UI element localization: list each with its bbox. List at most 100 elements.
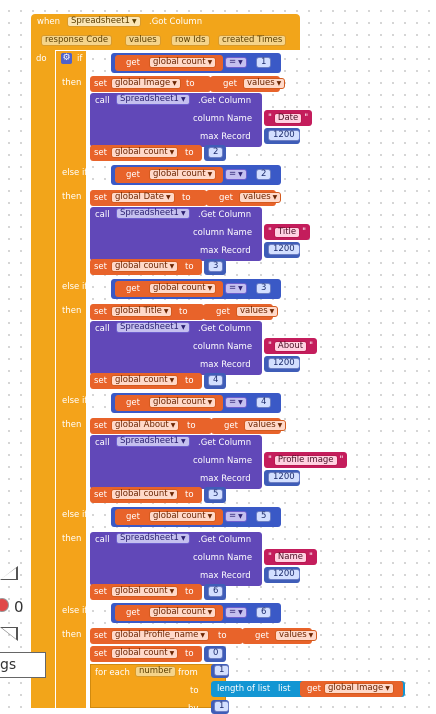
number-literal[interactable]: 4 <box>256 397 272 408</box>
set-variable-block[interactable]: set global Profile_name ▼ to <box>90 628 243 644</box>
number-literal[interactable]: 5 <box>208 489 224 500</box>
var-dropdown[interactable]: global Image ▼ <box>324 683 394 694</box>
number-literal[interactable]: 6 <box>208 586 224 597</box>
var-dropdown[interactable]: global Title ▼ <box>111 306 173 317</box>
max-record-value[interactable]: 1200 <box>268 244 300 255</box>
loop-variable[interactable]: number <box>135 666 177 677</box>
set-variable-block[interactable]: set global About ▼ to <box>90 418 212 434</box>
max-record-value[interactable]: 1200 <box>268 569 300 580</box>
param-created-times[interactable]: created Times <box>218 35 287 46</box>
get-values-block[interactable]: get values ▼ <box>242 628 318 644</box>
column-name-text[interactable]: Date <box>273 112 303 124</box>
text-block[interactable]: " About " <box>264 338 317 354</box>
var-dropdown[interactable]: global count ▼ <box>149 169 217 180</box>
var-dropdown[interactable]: values ▼ <box>236 306 279 317</box>
var-dropdown[interactable]: global count ▼ <box>149 283 217 294</box>
component-dropdown[interactable]: Spreadsheet1 ▼ <box>116 322 190 333</box>
set-count-block[interactable]: set global count ▼ to <box>90 373 202 389</box>
var-dropdown[interactable]: global Profile_name ▼ <box>111 630 210 641</box>
var-dropdown[interactable]: global About ▼ <box>111 420 180 431</box>
var-dropdown[interactable]: values ▼ <box>275 630 318 641</box>
set-count-block[interactable]: set global count ▼ to <box>90 145 202 161</box>
by-value[interactable]: 1 <box>214 701 230 712</box>
operator-dropdown[interactable]: = ▼ <box>225 169 247 180</box>
max-record-value[interactable]: 1200 <box>268 358 300 369</box>
column-name-text[interactable]: Name <box>273 551 307 563</box>
compare-block[interactable]: get global count ▼ = ▼ 6 <box>111 603 281 623</box>
number-block[interactable]: 5 <box>204 487 226 503</box>
param-response-code[interactable]: response Code <box>41 35 113 46</box>
number-block[interactable]: 6 <box>204 584 226 600</box>
set-count-block[interactable]: set global count ▼ to <box>90 646 202 662</box>
number-literal[interactable]: 0 <box>208 648 224 659</box>
max-record-block[interactable]: 1200 <box>264 242 300 258</box>
set-variable-block[interactable]: set global Image ▼ to <box>90 76 211 92</box>
var-dropdown[interactable]: global count ▼ <box>111 648 179 659</box>
number-literal[interactable]: 3 <box>208 261 224 272</box>
max-record-block[interactable]: 1200 <box>264 470 300 486</box>
var-dropdown[interactable]: global count ▼ <box>149 397 217 408</box>
param-values[interactable]: values <box>125 35 161 46</box>
number-literal[interactable]: 4 <box>208 375 224 386</box>
compare-block[interactable]: get global count ▼ = ▼ 4 <box>111 393 281 413</box>
compare-block[interactable]: get global count ▼ = ▼ 2 <box>111 165 281 185</box>
component-dropdown[interactable]: Spreadsheet1 ▼ <box>67 16 141 27</box>
number-literal[interactable]: 1 <box>256 57 272 68</box>
operator-dropdown[interactable]: = ▼ <box>225 511 247 522</box>
get-count-block[interactable]: get global count ▼ <box>115 281 223 297</box>
show-warnings-button[interactable]: gs <box>0 652 46 678</box>
if-block[interactable] <box>56 51 86 708</box>
max-record-value[interactable]: 1200 <box>268 130 300 141</box>
get-count-block[interactable]: get global count ▼ <box>115 605 223 621</box>
component-dropdown[interactable]: Spreadsheet1 ▼ <box>116 533 190 544</box>
get-count-block[interactable]: get global count ▼ <box>115 395 223 411</box>
compare-block[interactable]: get global count ▼ = ▼ 1 <box>111 53 281 73</box>
operator-dropdown[interactable]: = ▼ <box>225 397 247 408</box>
get-values-block[interactable]: get values ▼ <box>210 76 286 92</box>
by-number-block[interactable]: 1 <box>211 700 230 714</box>
var-dropdown[interactable]: global count ▼ <box>149 607 217 618</box>
text-block[interactable]: " Name " <box>264 549 317 565</box>
get-values-block[interactable]: get values ▼ <box>206 190 282 206</box>
var-dropdown[interactable]: global count ▼ <box>149 57 217 68</box>
get-image-block[interactable]: get global Image ▼ <box>300 681 403 697</box>
get-values-block[interactable]: get values ▼ <box>211 418 287 434</box>
var-dropdown[interactable]: global count ▼ <box>111 586 179 597</box>
set-count-block[interactable]: set global count ▼ to <box>90 584 202 600</box>
operator-dropdown[interactable]: = ▼ <box>225 607 247 618</box>
set-variable-block[interactable]: set global Title ▼ to <box>90 304 204 320</box>
call-get-column-block[interactable]: call Spreadsheet1 ▼ .Get Column column Na… <box>90 532 262 586</box>
set-count-block[interactable]: set global count ▼ to <box>90 487 202 503</box>
var-dropdown[interactable]: global count ▼ <box>111 489 179 500</box>
compare-block[interactable]: get global count ▼ = ▼ 5 <box>111 507 281 527</box>
number-literal[interactable]: 2 <box>208 147 224 158</box>
mutator-gear-icon[interactable]: ⚙ <box>61 53 72 64</box>
operator-dropdown[interactable]: = ▼ <box>225 283 247 294</box>
var-dropdown[interactable]: global count ▼ <box>111 375 179 386</box>
var-dropdown[interactable]: values ▼ <box>239 192 282 203</box>
component-dropdown[interactable]: Spreadsheet1 ▼ <box>116 208 190 219</box>
text-block[interactable]: " Profile image " <box>264 452 348 468</box>
column-name-text[interactable]: About <box>273 340 308 352</box>
from-number-block[interactable]: 1 <box>211 664 230 678</box>
var-dropdown[interactable]: global Image ▼ <box>111 78 181 89</box>
number-block[interactable]: 3 <box>204 259 226 275</box>
var-dropdown[interactable]: global count ▼ <box>111 147 179 158</box>
number-literal[interactable]: 2 <box>256 169 272 180</box>
call-get-column-block[interactable]: call Spreadsheet1 ▼ .Get Column column Na… <box>90 93 262 147</box>
operator-dropdown[interactable]: = ▼ <box>225 57 247 68</box>
param-row-ids[interactable]: row Ids <box>171 35 210 46</box>
max-record-block[interactable]: 1200 <box>264 356 300 372</box>
call-get-column-block[interactable]: call Spreadsheet1 ▼ .Get Column column Na… <box>90 435 262 489</box>
var-dropdown[interactable]: values ▼ <box>244 420 287 431</box>
call-get-column-block[interactable]: call Spreadsheet1 ▼ .Get Column column Na… <box>90 321 262 375</box>
column-name-text[interactable]: Profile image <box>273 454 338 466</box>
get-count-block[interactable]: get global count ▼ <box>115 55 223 71</box>
set-variable-block[interactable]: set global Date ▼ to <box>90 190 207 206</box>
max-record-value[interactable]: 1200 <box>268 472 300 483</box>
max-record-block[interactable]: 1200 <box>264 567 300 583</box>
var-dropdown[interactable]: global count ▼ <box>111 261 179 272</box>
var-dropdown[interactable]: global Date ▼ <box>111 192 175 203</box>
get-values-block[interactable]: get values ▼ <box>203 304 279 320</box>
text-block[interactable]: " Date " <box>264 110 313 126</box>
